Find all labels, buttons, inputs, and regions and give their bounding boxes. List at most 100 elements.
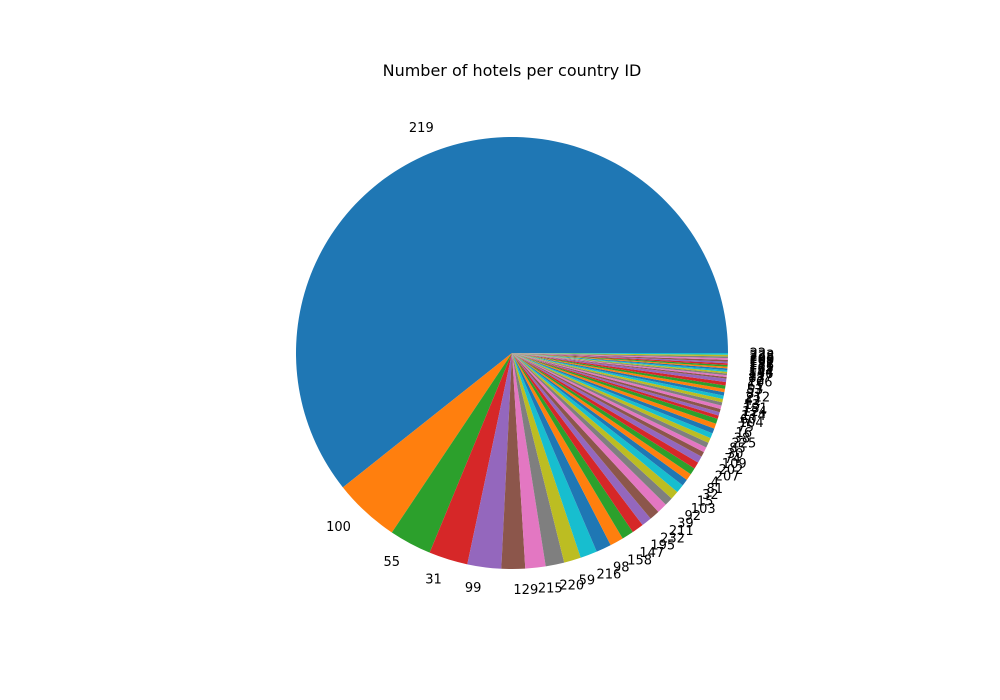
slice-label-87: 87	[746, 387, 763, 402]
slice-label-42: 42	[745, 394, 762, 409]
slice-label-4: 4	[711, 476, 719, 491]
pie-slice-225	[512, 353, 713, 439]
pie-slice-228	[512, 353, 728, 359]
pie-slice-174	[512, 353, 721, 413]
pie-slice-103	[512, 353, 678, 499]
pie-slice-216	[512, 353, 597, 558]
slice-label-59: 59	[579, 574, 596, 589]
pie-slice-4	[512, 353, 695, 475]
pie-slice-144	[512, 353, 728, 372]
pie-slice-199	[512, 353, 728, 362]
pie-slice-188	[512, 353, 728, 366]
pie-slice-22	[512, 353, 728, 355]
slice-label-60: 60	[740, 413, 757, 428]
pie-slice-211	[512, 353, 659, 519]
pie-slice-151	[512, 353, 728, 371]
slice-label-13: 13	[744, 398, 761, 413]
pie-slice-109	[512, 353, 704, 457]
pie-slice-233	[512, 353, 728, 357]
slice-label-98: 98	[613, 561, 630, 576]
pie-slice-158	[512, 353, 623, 546]
slice-label-53: 53	[747, 383, 764, 398]
pie-slice-53	[512, 353, 726, 389]
pie-slice-124	[512, 353, 722, 409]
pie-slice-98	[512, 353, 611, 552]
slice-label-212: 212	[745, 391, 770, 406]
slice-label-83: 83	[748, 371, 765, 386]
slice-label-233: 233	[750, 348, 775, 363]
pie-slice-232	[512, 353, 651, 526]
slice-label-75: 75	[737, 421, 754, 436]
pie-slice-219	[295, 137, 728, 488]
slice-label-136: 136	[749, 367, 774, 382]
slice-label-232: 232	[660, 531, 685, 546]
pie-slice-30	[512, 353, 709, 448]
pie-slice-106	[512, 353, 727, 383]
pie-slice-60	[512, 353, 720, 416]
slice-label-38: 38	[734, 431, 751, 446]
pie-slice-165	[512, 353, 728, 369]
slice-label-117: 117	[748, 369, 773, 384]
slice-label-199: 199	[749, 354, 774, 369]
slice-label-22: 22	[750, 346, 767, 361]
pie-slice-74	[512, 353, 707, 453]
pie-slice-38	[512, 353, 715, 434]
pie-slice-16	[512, 353, 717, 429]
slice-label-30: 30	[727, 447, 744, 462]
slice-label-32: 32	[702, 488, 719, 503]
pie-slice-129	[501, 353, 526, 569]
pie-slice-83	[512, 353, 727, 377]
slice-label-104: 104	[739, 416, 764, 431]
chart-title: Number of hotels per country ID	[383, 61, 642, 80]
pie-slices	[295, 137, 728, 569]
slice-label-15: 15	[697, 495, 714, 510]
slice-label-147: 147	[639, 546, 664, 561]
pie-slice-191	[512, 353, 728, 364]
pie-slice-32	[512, 353, 687, 486]
slice-label-216: 216	[596, 568, 621, 583]
pie-slice-75	[512, 353, 718, 424]
slice-label-228: 228	[750, 350, 775, 365]
slice-label-39: 39	[677, 516, 694, 531]
pie-slice-59	[512, 353, 581, 563]
slice-label-99: 99	[465, 581, 482, 596]
slice-label-92: 92	[684, 509, 701, 524]
slice-label-174: 174	[741, 409, 766, 424]
slice-label-74: 74	[724, 452, 741, 467]
pie-slice-202	[512, 353, 702, 463]
pie-slice-207	[512, 353, 699, 469]
slice-label-219: 219	[409, 121, 434, 136]
slice-label-61: 61	[747, 379, 764, 394]
slice-label-106: 106	[748, 376, 773, 391]
pie-slice-100	[342, 353, 512, 533]
pie-slice-87	[512, 353, 726, 393]
pie-slice-215	[512, 353, 546, 569]
slice-label-207: 207	[715, 469, 740, 484]
slice-label-225: 225	[731, 437, 756, 452]
slice-label-205: 205	[750, 352, 775, 367]
pie-slice-136	[512, 353, 728, 374]
slice-label-72: 72	[748, 373, 765, 388]
pie-slice-13	[512, 353, 724, 403]
pie-slice-104	[512, 353, 719, 419]
slice-label-211: 211	[669, 524, 694, 539]
pie-slice-117	[512, 353, 728, 376]
slice-label-103: 103	[691, 502, 716, 517]
slice-label-85: 85	[729, 442, 746, 457]
slice-label-158: 158	[627, 553, 652, 568]
slice-label-220: 220	[559, 578, 584, 593]
slice-label-81: 81	[707, 482, 724, 497]
pie-slice-205	[512, 353, 728, 360]
slice-label-16: 16	[736, 426, 753, 441]
pie-slice-195	[512, 353, 643, 533]
pie-slice-55	[391, 353, 512, 553]
pie-slice-181	[512, 353, 723, 406]
pie-slice-61	[512, 353, 727, 386]
slice-label-181: 181	[743, 402, 768, 417]
pie-slice-39	[512, 353, 666, 512]
pie-slice-147	[512, 353, 633, 539]
slice-label-188: 188	[749, 358, 774, 373]
slice-label-151: 151	[749, 363, 774, 378]
